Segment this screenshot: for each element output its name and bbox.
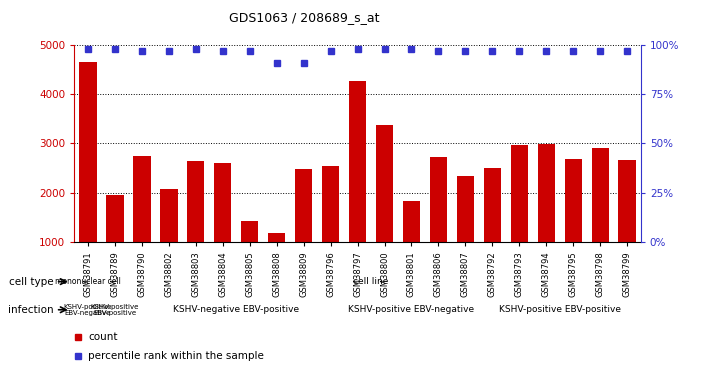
Bar [430, 157, 447, 242]
Text: percentile rank within the sample: percentile rank within the sample [88, 351, 264, 361]
Text: infection: infection [8, 305, 54, 315]
Bar [510, 146, 528, 242]
Text: count: count [88, 332, 118, 342]
Bar [268, 233, 285, 242]
Bar [322, 166, 339, 242]
Bar [591, 148, 609, 242]
Text: GDS1063 / 208689_s_at: GDS1063 / 208689_s_at [229, 11, 379, 24]
Text: KSHV-positive EBV-negative: KSHV-positive EBV-negative [348, 305, 474, 314]
Text: KSHV-positive
EBV-positive: KSHV-positive EBV-positive [91, 303, 139, 316]
Bar [214, 163, 232, 242]
Text: KSHV-positive
EBV-negative: KSHV-positive EBV-negative [64, 303, 112, 316]
Bar [619, 160, 636, 242]
Bar [403, 201, 421, 242]
Bar [484, 168, 501, 242]
Bar [241, 221, 258, 242]
Bar [457, 176, 474, 242]
Text: cell type: cell type [9, 277, 54, 286]
Bar [376, 125, 393, 242]
Bar [564, 159, 582, 242]
Bar [349, 81, 366, 242]
Text: KSHV-negative EBV-positive: KSHV-negative EBV-positive [173, 305, 299, 314]
Text: KSHV-positive EBV-positive: KSHV-positive EBV-positive [499, 305, 621, 314]
Bar [537, 144, 555, 242]
Bar [160, 189, 178, 242]
Text: mononuclear cell: mononuclear cell [55, 277, 121, 286]
Text: cell line: cell line [353, 277, 389, 286]
Bar [133, 156, 151, 242]
Bar [106, 195, 124, 242]
Bar [187, 160, 205, 242]
Bar [79, 62, 96, 242]
Bar [295, 169, 312, 242]
